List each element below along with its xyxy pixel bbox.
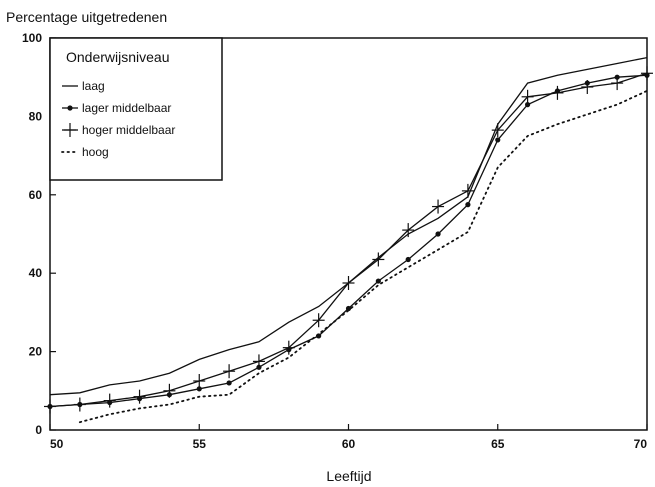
data-point [581,80,594,94]
y-tick-label: 80 [29,109,43,123]
axis-ticks: 0 20 40 60 80 100 50 55 60 65 70 [22,31,648,451]
data-point [342,276,355,290]
series-layer [44,56,653,424]
x-tick-label: 55 [193,437,207,451]
data-point [402,223,415,238]
data-point [73,397,86,412]
legend-box [49,37,223,181]
y-tick-label: 60 [29,188,43,202]
data-point [521,89,534,104]
legend-marker [64,123,76,137]
data-point [435,231,441,237]
y-tick-label: 100 [22,31,42,45]
x-axis-title: Leeftijd [326,468,371,484]
data-point [491,123,504,138]
legend-entry: hoger middelbaar [62,123,175,137]
data-point [432,199,445,214]
x-tick-label: 65 [491,437,505,451]
data-point [345,305,352,312]
legend-label: laag [82,79,105,93]
series-hoger-middelbaar [44,66,653,414]
data-point [611,76,624,91]
legend: Onderwijsniveau laag lager middelbaar hoge… [49,37,223,181]
data-point [461,183,474,198]
x-tick-label: 60 [342,437,356,451]
data-point [495,137,501,143]
data-point [375,278,381,284]
data-point [641,66,653,81]
legend-label: hoger middelbaar [82,123,175,137]
data-point [196,386,202,392]
data-point [193,374,206,388]
data-point [103,393,116,408]
x-tick-label: 50 [50,437,64,451]
y-tick-label: 40 [29,266,43,280]
y-axis-title: Percentage uitgetredenen [6,9,167,25]
data-point [44,399,56,414]
series-hoog [78,90,648,424]
data-point [312,313,325,328]
legend-entry: lager middelbaar [62,101,171,115]
data-point [252,354,265,369]
legend-title: Onderwijsniveau [66,49,170,65]
data-point [226,380,232,386]
x-tick-label: 70 [634,437,648,451]
data-point [525,102,531,108]
legend-entry: laag [62,79,105,93]
legend-marker [67,105,73,111]
data-point [133,389,146,404]
data-point [551,85,564,100]
data-point [405,256,411,263]
data-point [465,202,471,208]
series-line [78,90,648,424]
data-point [223,364,236,379]
y-tick-label: 20 [29,345,43,359]
data-point [372,252,385,267]
legend-entry: hoog [61,145,109,159]
data-point [282,340,295,355]
y-tick-label: 0 [35,423,42,437]
data-point [163,383,176,398]
legend-label: hoog [82,145,109,159]
legend-label: lager middelbaar [82,101,171,115]
